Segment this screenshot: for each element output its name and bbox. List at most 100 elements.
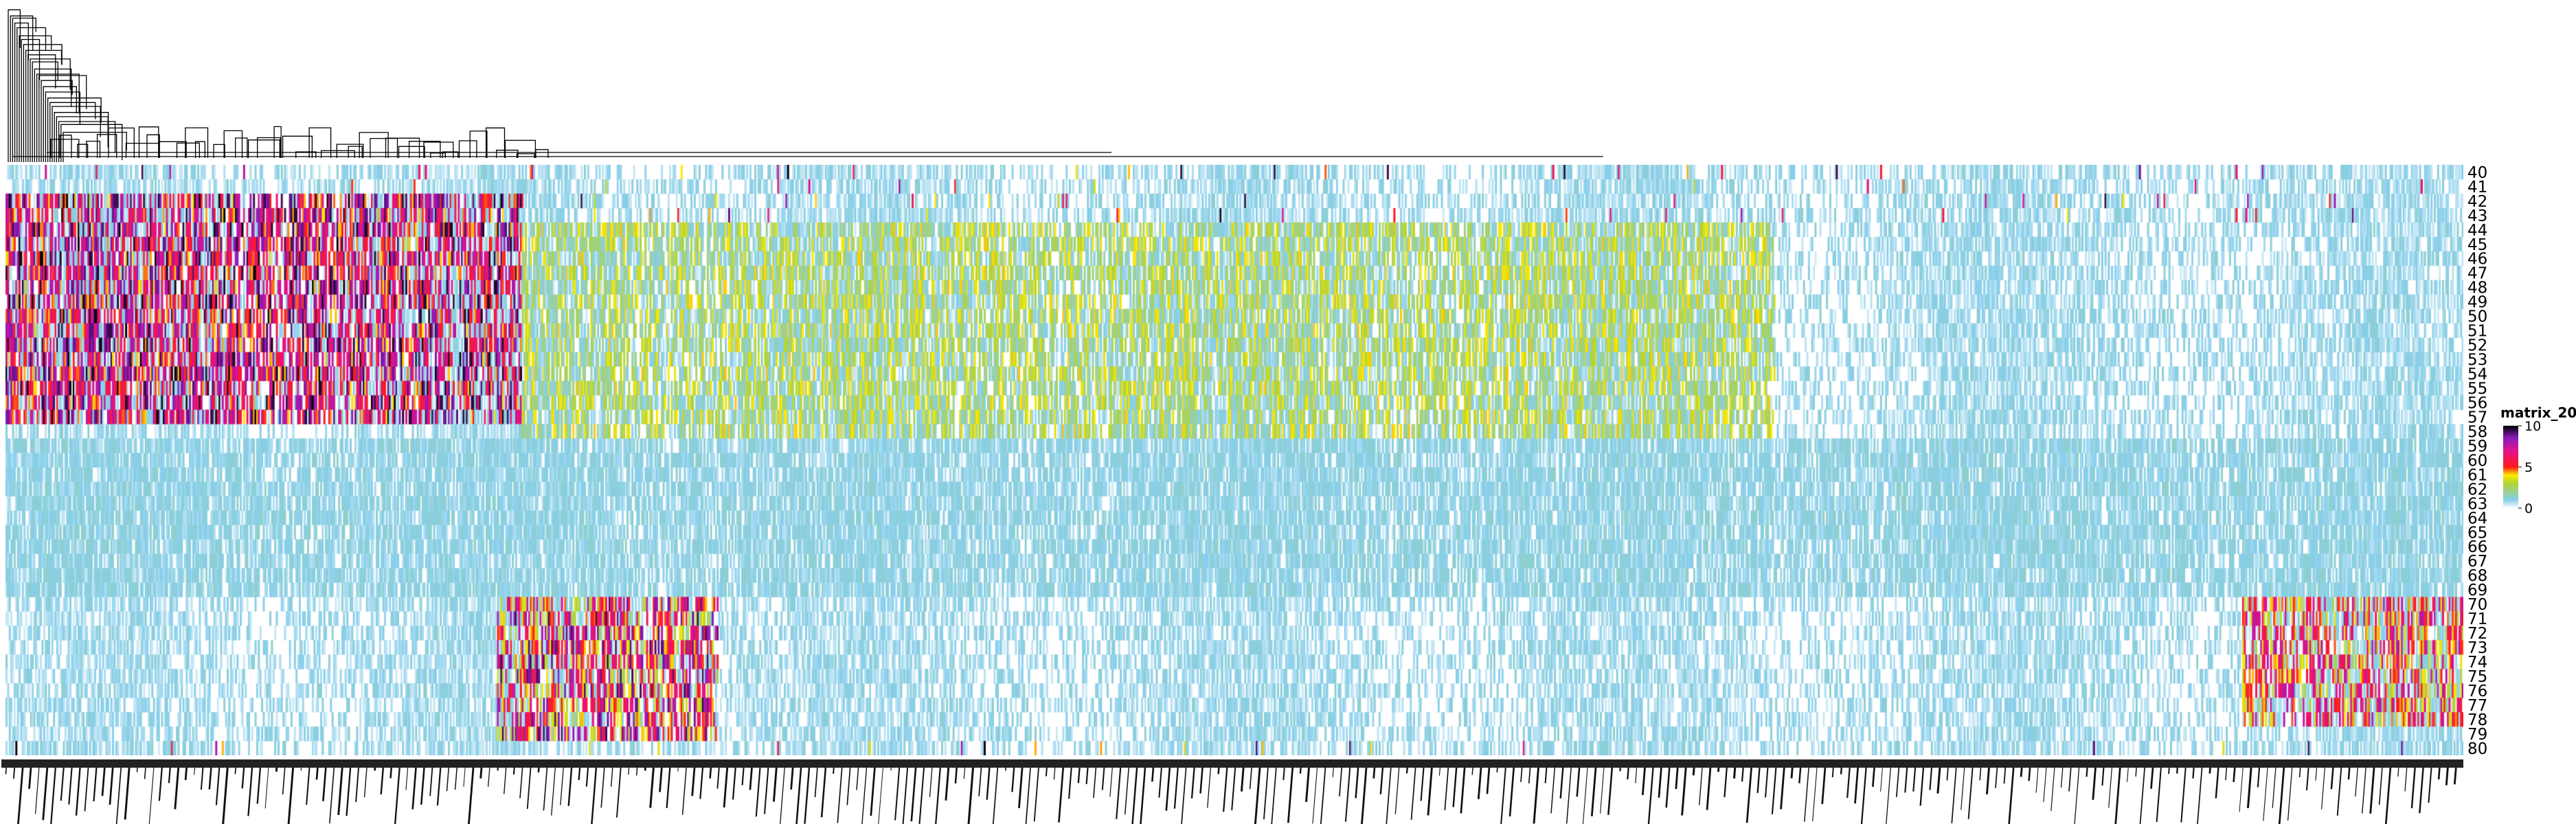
column-label	[878, 760, 884, 824]
column-label	[42, 760, 49, 821]
column-label	[2197, 760, 2204, 824]
column-label	[2114, 760, 2122, 824]
column-label	[174, 760, 180, 810]
column-label	[2156, 760, 2162, 823]
dendrogram-branches	[8, 9, 1603, 162]
column-label	[411, 760, 418, 810]
row-label: 66	[2467, 538, 2487, 556]
column-label	[17, 760, 25, 824]
column-label	[1173, 760, 1179, 809]
row-label: 40	[2467, 164, 2487, 182]
column-label	[109, 760, 115, 805]
legend-tick-label: 5	[2524, 460, 2533, 475]
row-label: 80	[2467, 740, 2487, 758]
column-label	[1312, 760, 1318, 824]
column-label	[329, 760, 335, 824]
column-label	[780, 760, 786, 824]
row-label: 73	[2467, 639, 2487, 657]
legend-title: matrix_20	[2500, 404, 2576, 421]
column-dendrogram	[8, 9, 1603, 162]
column-label	[1951, 760, 1958, 824]
column-label	[1821, 760, 1827, 805]
column-label	[1681, 760, 1688, 816]
column-label	[846, 760, 852, 805]
column-label	[764, 760, 770, 814]
row-label: 65	[2467, 524, 2487, 542]
row-label: 41	[2467, 179, 2487, 196]
column-label	[1361, 760, 1368, 824]
row-label: 79	[2467, 726, 2487, 744]
row-label: 42	[2467, 193, 2487, 211]
column-label	[2362, 760, 2367, 814]
column-label	[34, 760, 41, 814]
column-label	[967, 760, 975, 824]
column-labels-band	[1, 759, 2463, 768]
column-label	[75, 760, 82, 816]
column-label	[543, 760, 548, 811]
column-label	[918, 760, 925, 824]
column-label	[2263, 760, 2269, 821]
column-label	[394, 760, 401, 824]
row-label: 68	[2467, 567, 2487, 585]
column-label	[1600, 760, 1605, 814]
legend-ticks: 10 5 0	[2518, 419, 2541, 516]
legend-tick-label: 0	[2524, 501, 2533, 516]
column-label	[1410, 760, 1417, 821]
column-label	[2410, 760, 2417, 809]
row-label: 63	[2467, 495, 2487, 513]
row-label: 44	[2467, 222, 2487, 240]
column-label	[1460, 760, 1467, 814]
column-label	[1344, 760, 1351, 822]
row-label: 59	[2467, 437, 2487, 455]
column-label	[1124, 760, 1130, 815]
column-label	[560, 760, 565, 805]
column-label	[115, 760, 122, 824]
column-label	[1231, 760, 1236, 811]
column-label	[649, 760, 655, 808]
column-label	[1854, 760, 1860, 804]
column-label	[723, 760, 729, 808]
heatmap-cells	[5, 165, 2463, 755]
column-label	[468, 760, 475, 824]
row-label: 50	[2467, 308, 2487, 326]
column-label	[337, 760, 344, 816]
column-label	[1025, 760, 1032, 824]
column-label	[2246, 760, 2253, 808]
column-label	[551, 760, 556, 816]
column-label	[1533, 760, 1540, 824]
column-label	[124, 760, 131, 820]
column-label	[1961, 760, 1966, 810]
column-label	[910, 760, 918, 822]
color-legend: matrix_20 10 5 0	[2500, 404, 2576, 516]
row-label: 43	[2467, 207, 2487, 225]
column-label	[420, 760, 426, 805]
column-label	[2278, 760, 2285, 824]
row-labels: 4041424344454647484950515253545556575859…	[2467, 164, 2487, 758]
column-label	[2043, 760, 2048, 803]
row-label: 51	[2467, 323, 2487, 341]
column-label	[666, 760, 672, 808]
column-label	[600, 760, 606, 808]
column-label	[1566, 760, 1572, 824]
column-label	[215, 760, 221, 805]
row-label: 67	[2467, 553, 2487, 571]
row-label: 74	[2467, 654, 2487, 672]
column-label	[1271, 760, 1278, 824]
column-label	[2419, 760, 2425, 814]
column-label	[1919, 760, 1925, 806]
column-label	[1287, 760, 1294, 823]
column-label	[567, 760, 574, 806]
column-label	[1181, 760, 1188, 824]
row-label: 72	[2467, 625, 2487, 643]
row-label: 45	[2467, 236, 2487, 254]
row-label: 64	[2467, 510, 2487, 527]
column-label	[256, 760, 262, 804]
row-label: 62	[2467, 481, 2487, 499]
column-label	[992, 760, 999, 824]
column-label	[1394, 760, 1401, 814]
column-label	[1804, 760, 1810, 822]
column-label	[2428, 760, 2433, 803]
column-label	[681, 760, 688, 815]
column-label	[894, 760, 901, 821]
